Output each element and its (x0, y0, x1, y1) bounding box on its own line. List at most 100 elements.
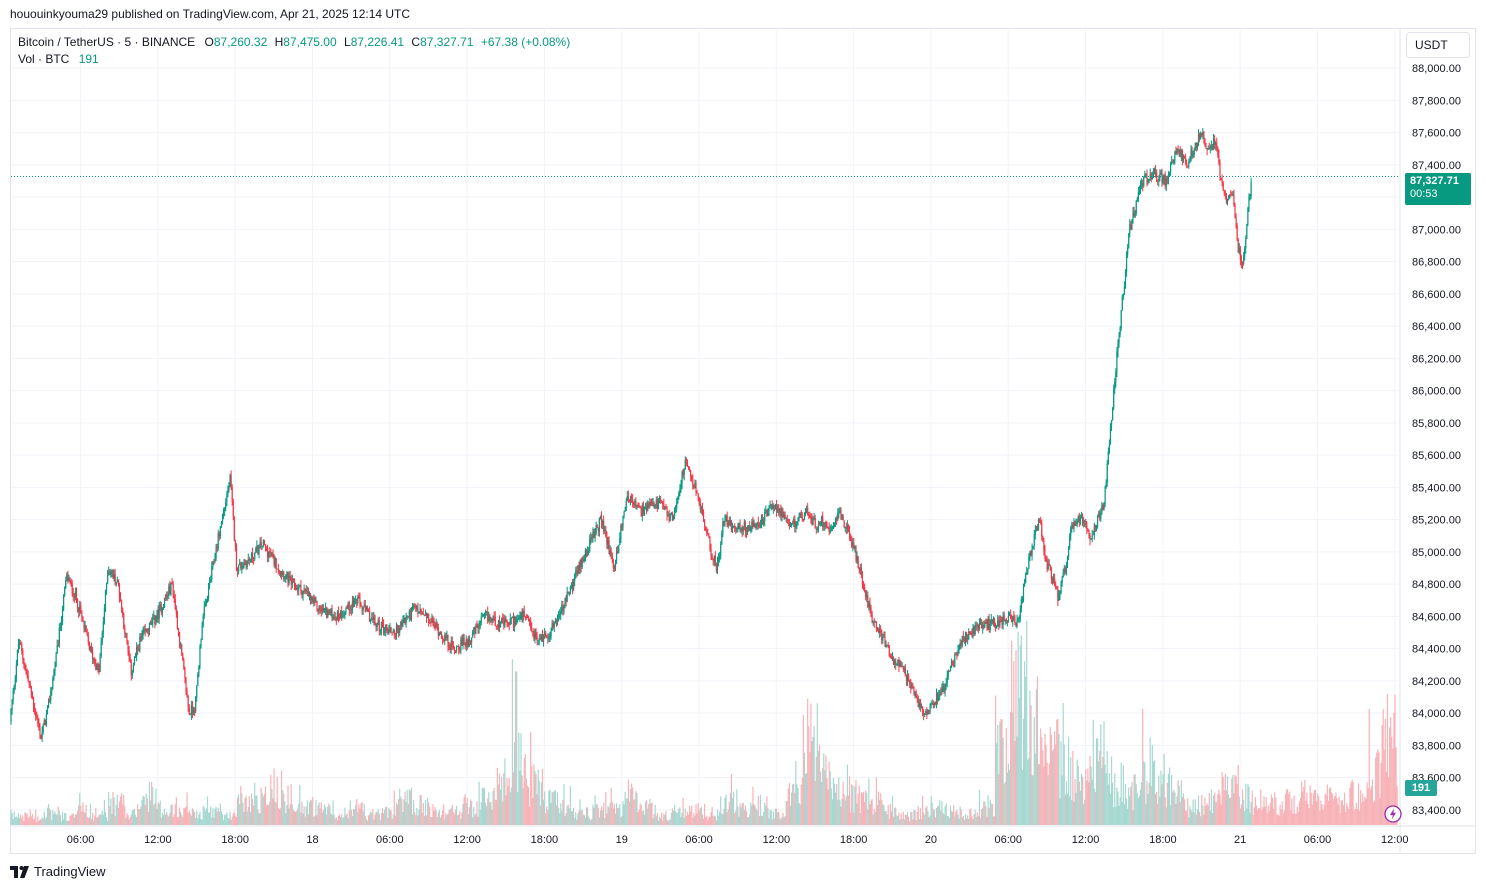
candle-body (502, 617, 504, 620)
volume-bar (1389, 727, 1391, 825)
candle-body (1106, 464, 1108, 483)
tradingview-logo[interactable]: TradingView (10, 864, 106, 879)
volume-bar (1064, 794, 1066, 825)
candle-body (555, 620, 558, 625)
candle-body (836, 517, 838, 521)
volume-bar (723, 808, 725, 825)
candle-body (157, 610, 159, 620)
volume-bar (203, 807, 205, 825)
candle-body (909, 680, 911, 684)
volume-bar (651, 802, 653, 825)
volume-bar (156, 808, 158, 825)
candle-body (817, 524, 820, 529)
candle-body (650, 502, 652, 504)
candle-body (649, 502, 651, 507)
candle-body (309, 594, 312, 600)
volume-bar (1114, 773, 1116, 825)
volume-bar (1101, 767, 1103, 825)
candle-body (1153, 170, 1156, 173)
candle-body (534, 633, 536, 639)
candle-body (724, 516, 726, 522)
lightning-icon[interactable] (1384, 805, 1402, 823)
candle-body (318, 605, 320, 612)
candle-body (683, 468, 685, 476)
candle-body (1069, 536, 1071, 548)
candle-body (761, 518, 764, 525)
candle-body (1070, 527, 1072, 537)
volume-bar (530, 731, 532, 825)
candle-body (119, 597, 122, 602)
candle-body (806, 507, 808, 509)
candle-body (1206, 148, 1208, 150)
candle-body (192, 710, 195, 713)
candle-body (675, 507, 677, 509)
candle-body (423, 614, 425, 616)
volume-bar (938, 805, 940, 825)
volume-bar (420, 794, 422, 825)
volume-bar (715, 820, 718, 825)
candle-body (768, 506, 770, 511)
volume-bar (1335, 792, 1337, 825)
candle-body (340, 610, 342, 619)
volume-bar (294, 811, 297, 825)
volume-bar (489, 802, 491, 825)
symbol-title[interactable]: Bitcoin / TetherUS · 5 · BINANCE (18, 35, 196, 49)
volume-bar (400, 796, 402, 825)
volume-bar (16, 817, 19, 825)
candle-body (290, 576, 292, 585)
candle-body (769, 505, 771, 507)
candle-body (917, 697, 919, 708)
volume-label[interactable]: Vol · BTC (18, 52, 70, 66)
volume-bar (827, 789, 829, 825)
volume-bar (296, 811, 298, 825)
candle-body (360, 603, 362, 607)
volume-bar (1075, 792, 1077, 825)
volume-bar (996, 743, 998, 825)
volume-bar (443, 804, 445, 825)
volume-bar (896, 815, 898, 825)
candle-body (1078, 516, 1080, 523)
volume-bar (329, 805, 331, 825)
candle-body (1182, 156, 1185, 162)
volume-bar (851, 784, 853, 825)
candle-body (771, 504, 773, 510)
volume-bar (803, 752, 806, 825)
candle-body (1181, 149, 1184, 162)
candle-body (644, 506, 647, 510)
volume-bar (1270, 794, 1273, 825)
volume-bar (665, 810, 667, 825)
candle-body (706, 530, 708, 533)
candle-body (1204, 139, 1206, 147)
volume-bar (1198, 811, 1201, 825)
candle-body (317, 609, 319, 612)
candle-body (1127, 247, 1129, 255)
candle-body (766, 510, 768, 517)
volume-bar (532, 798, 534, 825)
volume-bar (1015, 650, 1017, 825)
candle-body (187, 696, 189, 708)
candle-body (576, 570, 578, 574)
volume-bar (1037, 764, 1040, 825)
candle-body (1080, 515, 1083, 518)
volume-bar (1223, 790, 1225, 825)
candle-body (716, 561, 719, 571)
volume-bar (1148, 782, 1150, 825)
candle-body (838, 513, 840, 514)
candle-body (778, 508, 780, 514)
currency-button[interactable]: USDT (1406, 32, 1470, 58)
volume-bar (415, 815, 417, 825)
volume-bar (633, 799, 635, 825)
volume-bar (976, 812, 978, 825)
volume-bar (822, 767, 824, 825)
volume-bar (615, 802, 618, 825)
volume-bar (761, 816, 764, 825)
candle-body (1077, 516, 1079, 522)
volume-bar (1112, 782, 1114, 825)
volume-bar (47, 804, 50, 825)
volume-bar (328, 803, 330, 825)
volume-bar (1211, 813, 1214, 825)
volume-bar (217, 807, 219, 825)
candle-body (53, 670, 55, 679)
candle-body (27, 675, 29, 682)
